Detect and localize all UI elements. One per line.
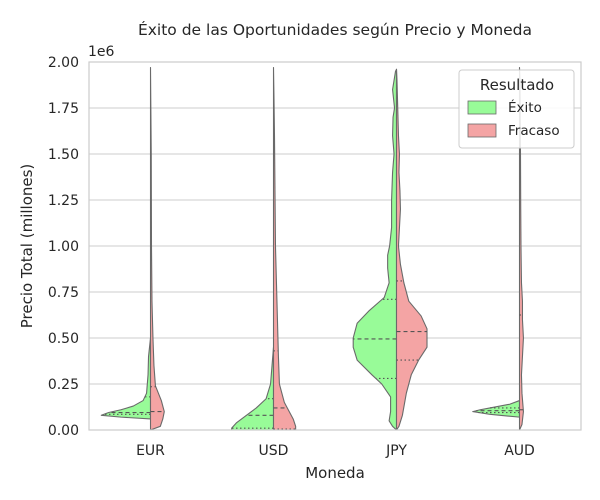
- x-tick-label: USD: [259, 443, 289, 459]
- y-tick-label: 0.00: [48, 423, 79, 439]
- legend-swatch-exito: [467, 100, 497, 115]
- y-axis-ticks: 0.00 0.25 0.50 0.75 1.00 1.25 1.50 1.75 2.00: [48, 55, 79, 439]
- violin-exito-aud: [472, 400, 521, 418]
- violin-fracaso-usd: [272, 66, 297, 431]
- violins: [100, 66, 524, 431]
- y-tick-label: 2.00: [48, 55, 79, 71]
- plot-frame: [88, 61, 582, 431]
- y-tick-label: 1.25: [48, 193, 79, 209]
- y-tick-label: 0.25: [48, 377, 79, 393]
- violin-exito-eur: [100, 337, 152, 420]
- legend-swatch-fracaso: [467, 123, 497, 138]
- legend: Resultado Éxito Fracaso: [458, 69, 575, 149]
- y-offset-label: 1e6: [88, 44, 115, 60]
- y-tick-label: 0.75: [48, 285, 79, 301]
- violin-fracaso-jpy: [395, 68, 428, 431]
- x-tick-label: JPY: [385, 443, 407, 459]
- x-axis-ticks: EUR USD JPY AUD: [136, 443, 535, 459]
- y-tick-label: 1.50: [48, 147, 79, 163]
- violin-exito-usd: [231, 346, 275, 431]
- y-tick-label: 1.75: [48, 101, 79, 117]
- legend-label-exito: Éxito: [508, 99, 542, 116]
- x-tick-label: EUR: [136, 443, 165, 459]
- legend-label-fracaso: Fracaso: [508, 123, 560, 139]
- y-axis-label: Precio Total (millones): [18, 164, 36, 329]
- violin-exito-jpy: [352, 68, 398, 431]
- x-axis-label: Moneda: [305, 464, 365, 482]
- violin-fracaso-eur: [149, 66, 165, 431]
- y-tick-label: 1.00: [48, 239, 79, 255]
- x-tick-label: AUD: [504, 443, 535, 459]
- legend-title: Resultado: [480, 76, 554, 94]
- chart-title: Éxito de las Oportunidades según Precio …: [138, 20, 532, 39]
- y-tick-label: 0.50: [48, 331, 79, 347]
